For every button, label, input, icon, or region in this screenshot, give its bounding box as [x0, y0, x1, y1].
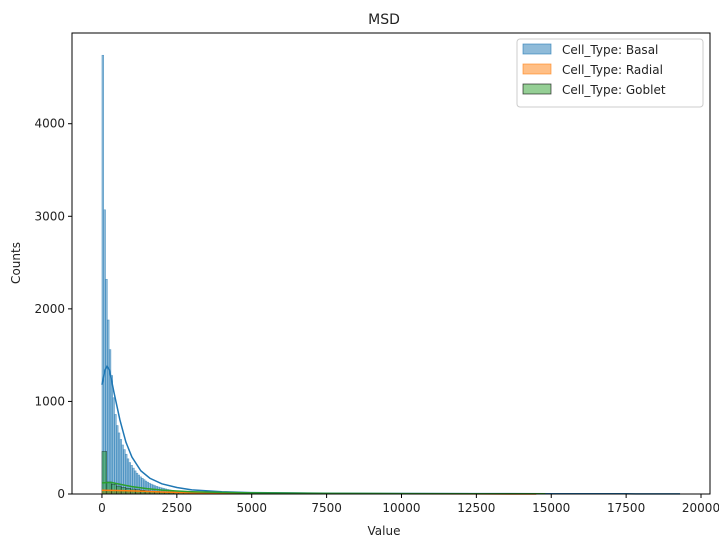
histogram-bar [121, 444, 124, 495]
x-tick-label: 20000 [682, 501, 719, 515]
x-tick-label: 0 [98, 501, 106, 515]
histogram-bar [107, 319, 110, 495]
x-tick-label: 12500 [457, 501, 495, 515]
legend-label: Cell_Type: Goblet [562, 83, 666, 97]
histogram-bar [114, 414, 117, 495]
histogram-bar [111, 484, 117, 495]
legend-swatch [522, 83, 552, 95]
x-tick-label: 15000 [532, 501, 570, 515]
histogram-bar [101, 54, 104, 495]
x-tick-label: 7500 [311, 501, 342, 515]
histogram-bar [101, 451, 107, 495]
y-tick-label: 3000 [34, 209, 65, 223]
axes-frame [71, 32, 711, 495]
legend-items: Cell_Type: Basal Cell_Type: Radial Cell_Ty… [522, 43, 666, 97]
chart-title: MSD [368, 12, 400, 28]
histogram-bar [110, 375, 113, 495]
legend: Cell_Type: Basal Cell_Type: Radial Cell_Ty… [516, 38, 704, 108]
histogram-bar [106, 481, 112, 495]
x-axis-label: Value [368, 524, 401, 538]
plot-area [71, 32, 711, 495]
y-tick-label: 4000 [34, 117, 65, 131]
legend-box [516, 38, 704, 108]
y-tick-label: 0 [57, 487, 65, 501]
y-tick-label: 1000 [34, 394, 65, 408]
x-tick-label: 17500 [607, 501, 645, 515]
legend-label: Cell_Type: Basal [562, 43, 658, 57]
x-tick-label: 10000 [382, 501, 420, 515]
x-tick-label: 2500 [162, 501, 193, 515]
legend-swatch [522, 63, 552, 75]
y-axis-label: Counts [9, 242, 23, 284]
legend-label: Cell_Type: Radial [562, 63, 663, 77]
y-tick-label: 2000 [34, 302, 65, 316]
histogram-bar [112, 397, 115, 495]
y-axis-ticks: 0 1000 2000 3000 4000 [34, 117, 72, 501]
legend-swatch [522, 43, 552, 55]
x-axis-ticks: 0 2500 5000 7500 10000 12500 15000 17500 20000 [98, 494, 719, 515]
histogram-bar [119, 439, 122, 495]
x-tick-label: 5000 [236, 501, 267, 515]
